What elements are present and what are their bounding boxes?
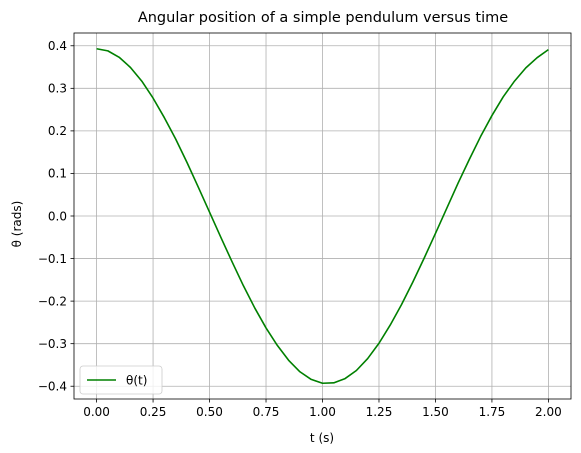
series-line-theta — [96, 47, 549, 385]
x-tick-label: 0.50 — [196, 405, 223, 419]
x-tick-label: 1.00 — [309, 405, 336, 419]
grid — [74, 33, 571, 399]
y-tick-label: −0.3 — [38, 337, 67, 351]
legend-box — [79, 365, 163, 395]
y-axis-label: θ (rads) — [10, 201, 24, 248]
y-tick-label: −0.4 — [38, 380, 67, 394]
y-tick-label: −0.2 — [38, 294, 67, 308]
y-tick-label: 0.4 — [48, 39, 67, 53]
legend-label: θ(t) — [126, 374, 147, 388]
y-tick-label: 0.2 — [48, 124, 67, 138]
ticks: 0.00 0.25 0.50 0.75 1.00 1.25 1.50 1.75 2.00 −0.4… — [38, 39, 562, 419]
y-tick-label: 0.0 — [48, 209, 67, 223]
legend: θ(t) — [79, 365, 163, 395]
x-axis-label: t (s) — [310, 431, 334, 445]
chart-title: Angular position of a simple pendulum ve… — [138, 10, 508, 26]
x-tick-label: 0.25 — [140, 405, 167, 419]
x-tick-label: 0.00 — [83, 405, 110, 419]
x-tick-label: 1.50 — [422, 405, 449, 419]
x-tick-label: 1.75 — [479, 405, 506, 419]
y-tick-label: 0.1 — [48, 167, 67, 181]
y-tick-label: 0.3 — [48, 82, 67, 96]
y-tick-label: −0.1 — [38, 252, 67, 266]
x-tick-label: 1.25 — [366, 405, 393, 419]
x-tick-label: 0.75 — [253, 405, 280, 419]
x-tick-label: 2.00 — [535, 405, 562, 419]
series-layer — [96, 47, 549, 385]
